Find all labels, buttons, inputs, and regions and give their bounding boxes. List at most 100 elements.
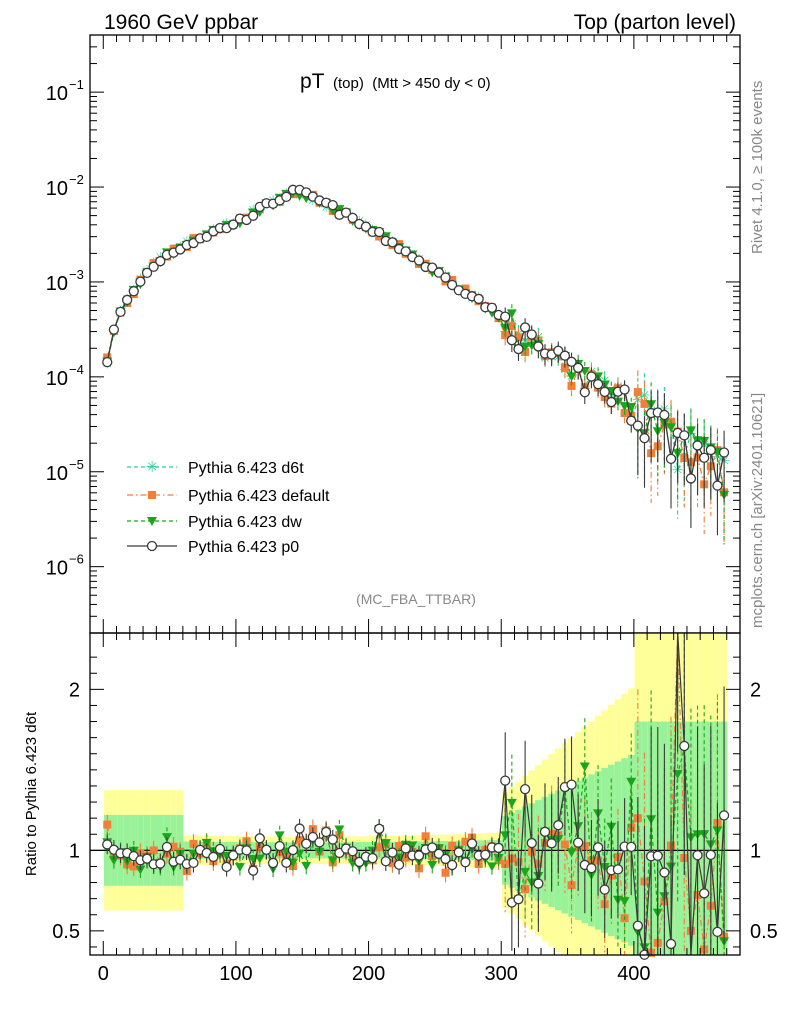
marker-p0 [460, 857, 471, 868]
marker-default [149, 846, 158, 855]
marker-p0 [446, 279, 458, 291]
marker-p0 [712, 480, 723, 491]
marker-p0 [573, 837, 584, 848]
ratio-y-tick-label-right: 1 [750, 840, 761, 862]
marker-dw [427, 861, 438, 871]
marker-p0 [553, 820, 564, 831]
series-ratio-p0 [102, 632, 730, 960]
marker-p0 [533, 878, 544, 889]
marker-dw [234, 863, 245, 873]
marker-p0 [267, 857, 279, 869]
marker-p0 [347, 846, 358, 857]
marker-p0 [592, 842, 604, 853]
x-tick-label: 0 [98, 963, 109, 985]
legend-label-default: Pythia 6.423 default [188, 488, 330, 505]
marker-p0 [374, 226, 385, 238]
x-tick-label: 400 [617, 963, 650, 985]
marker-p0 [387, 847, 398, 858]
marker-p0 [513, 343, 524, 355]
marker-p0 [214, 843, 226, 855]
marker-p0 [586, 371, 597, 382]
marker-dw [506, 309, 517, 319]
marker-p0 [519, 322, 531, 333]
marker-default [375, 843, 384, 852]
marker-p0 [287, 844, 299, 856]
legend-entry-default: Pythia 6.423 default [127, 488, 330, 505]
marker-p0 [413, 850, 425, 861]
marker-p0 [228, 850, 239, 861]
marker-p0 [612, 864, 624, 875]
marker-default [567, 381, 576, 390]
marker-default [103, 820, 112, 829]
marker-p0 [281, 191, 292, 203]
marker-p0 [400, 843, 411, 854]
marker-p0 [102, 356, 113, 368]
marker-dw [314, 847, 325, 857]
x-tick-label: 300 [485, 963, 518, 985]
y-tick-exponent: −5 [69, 457, 84, 472]
marker-default [640, 399, 649, 408]
marker-p0 [632, 420, 644, 431]
marker-p0 [241, 845, 252, 856]
marker-p0 [427, 842, 438, 853]
marker-p0 [526, 837, 537, 849]
marker-p0 [121, 294, 133, 306]
marker-p0 [228, 219, 239, 230]
marker-p0 [360, 221, 372, 232]
legend-entry-d6t: ✳ Pythia 6.423 d6t [127, 459, 304, 477]
marker-p0 [367, 852, 378, 864]
marker-p0 [718, 810, 730, 821]
marker-p0 [692, 850, 703, 861]
marker-p0 [659, 867, 670, 878]
marker-p0 [480, 849, 491, 860]
marker-p0 [102, 839, 113, 850]
marker-p0 [566, 779, 577, 790]
marker-dw [685, 426, 696, 436]
marker-p0 [248, 210, 259, 221]
marker-dw [566, 372, 577, 382]
marker-p0 [254, 833, 265, 844]
y-tick-label: 10 [46, 368, 68, 390]
y-tick-label: 10 [46, 558, 68, 580]
marker-p0 [446, 859, 458, 871]
ratio-frame [89, 632, 741, 956]
marker-p0 [161, 841, 173, 853]
y-tick-exponent: −2 [69, 172, 84, 187]
legend-entry-dw: Pythia 6.423 dw [127, 514, 302, 531]
marker-p0 [679, 430, 690, 441]
marker-p0 [705, 849, 716, 861]
y-tick-label: 10 [46, 463, 68, 485]
marker-default [169, 842, 178, 851]
marker-dw [520, 342, 531, 352]
ratio-ylabel: Ratio to Pythia 6.423 d6t [23, 711, 40, 876]
marker-p0 [387, 237, 398, 248]
marker-d6t: ✳ [639, 387, 651, 403]
marker-dw [254, 854, 265, 864]
marker-p0 [301, 838, 312, 849]
ratio-panel [89, 632, 741, 960]
marker-p0 [473, 293, 484, 305]
marker-p0 [141, 267, 153, 279]
marker-p0 [626, 841, 637, 852]
marker-p0 [712, 926, 723, 938]
legend-marker-d6t: ✳ [146, 459, 159, 476]
marker-dw [566, 848, 577, 858]
marker-default [633, 388, 642, 397]
marker-default [421, 832, 430, 841]
marker-p0 [108, 324, 120, 335]
ratio-y-tick-label: 1 [69, 840, 80, 862]
marker-dw [108, 856, 119, 866]
line-ratio-dw [106, 748, 725, 948]
marker-p0 [393, 859, 405, 870]
marker-p0 [128, 286, 139, 297]
marker-p0 [208, 851, 219, 863]
marker-dw [301, 861, 312, 871]
marker-default [295, 836, 304, 845]
marker-p0 [699, 888, 710, 899]
marker-p0 [141, 853, 153, 864]
marker-default [514, 333, 523, 342]
x-tick-label: 200 [352, 963, 385, 985]
legend-label-p0: Pythia 6.423 p0 [188, 539, 299, 556]
y-tick-label: 10 [46, 273, 68, 295]
